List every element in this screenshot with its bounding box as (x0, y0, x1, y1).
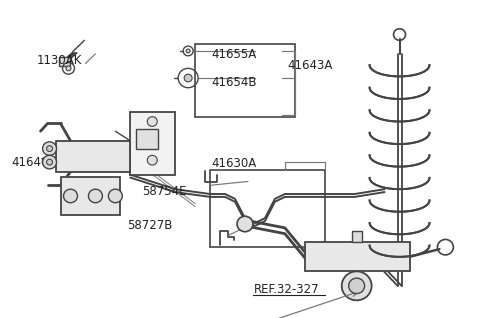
Text: 41643A: 41643A (288, 59, 333, 72)
Circle shape (43, 142, 57, 156)
Circle shape (186, 49, 190, 53)
Text: REF.32-327: REF.32-327 (253, 283, 319, 296)
Circle shape (348, 278, 365, 294)
Bar (60, 176, 120, 215)
Bar (210, 170, 325, 247)
Text: 41655A: 41655A (211, 48, 256, 61)
Text: 1130AK: 1130AK (36, 54, 82, 67)
Bar (136, 129, 158, 149)
Bar (305, 242, 409, 271)
Circle shape (342, 271, 372, 300)
Text: 41654B: 41654B (211, 76, 257, 89)
Circle shape (147, 117, 157, 126)
Text: 58754E: 58754E (142, 185, 186, 198)
Text: 58727B: 58727B (128, 219, 173, 232)
Circle shape (237, 216, 253, 232)
Circle shape (43, 156, 57, 169)
Text: 41630A: 41630A (211, 157, 256, 170)
Bar (59, 57, 71, 66)
Circle shape (47, 159, 52, 165)
Bar (56, 141, 130, 172)
Circle shape (184, 74, 192, 82)
Text: 41640: 41640 (11, 156, 48, 169)
Circle shape (63, 189, 77, 203)
Bar (130, 112, 175, 175)
Bar (352, 231, 361, 242)
Circle shape (66, 66, 71, 71)
Circle shape (108, 189, 122, 203)
Bar (195, 44, 295, 117)
Circle shape (147, 156, 157, 165)
Circle shape (88, 189, 102, 203)
Circle shape (47, 146, 52, 151)
